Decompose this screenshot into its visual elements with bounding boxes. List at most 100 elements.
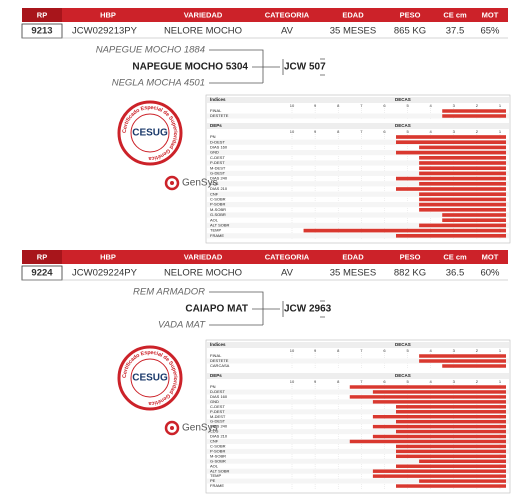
gensys-icon-dot (170, 426, 174, 430)
row-band (207, 170, 509, 176)
deca-bar (396, 484, 506, 488)
row-band (207, 358, 509, 364)
row-band (207, 399, 509, 405)
deca-bar (419, 192, 506, 197)
row-cell: AV (281, 268, 294, 279)
trait-label: G-DEST (210, 170, 226, 175)
trait-label: C-SOBR (210, 196, 226, 201)
deca-bar (419, 354, 506, 358)
header-bar (22, 8, 508, 22)
trait-label: PN (210, 384, 216, 389)
deca-tick-label: 4 (430, 103, 433, 108)
pedigree-sire-dam: NEGLA MOCHA 4501 (112, 78, 205, 89)
deca-bar (396, 187, 506, 191)
trait-label: DIAS 160 (210, 144, 228, 149)
deca-tick-label: 3 (453, 129, 456, 134)
rp-number: 9224 (31, 268, 53, 279)
header-cell: HBP (100, 252, 116, 261)
trait-label: M-DEST (210, 414, 226, 419)
trait-label: DIAS 210 (210, 434, 228, 439)
deca-tick-label: 8 (337, 379, 340, 384)
section-header (207, 373, 509, 379)
trait-label: C-DEST (210, 404, 225, 409)
header-bar (22, 250, 508, 264)
section-title: DEPs (210, 373, 222, 378)
header-cell: CE cm (443, 10, 467, 19)
pedigree-dam: JCW 2963 (284, 304, 332, 315)
pedigree-sire-sire: NAPEGUE MOCHO 1884 (96, 45, 205, 56)
row-band (207, 233, 509, 239)
deca-bar (396, 454, 506, 459)
deca-bar (442, 213, 506, 217)
deca-bar (419, 479, 506, 483)
trait-label: M-SOBR (210, 207, 226, 212)
header-cell: VARIEDAD (184, 10, 223, 19)
deca-tick-label: 4 (430, 129, 433, 134)
deca-tick-label: 7 (360, 103, 363, 108)
trait-label: CARCASA (210, 363, 230, 368)
row-cell: JCW029224PY (72, 268, 138, 279)
header-cell: RP (37, 10, 47, 19)
deca-tick-label: 9 (314, 103, 317, 108)
deca-bar (303, 228, 506, 233)
trait-label: GND (210, 399, 219, 404)
row-band (207, 419, 509, 425)
trait-label: P-SOBR (210, 202, 225, 207)
section-title: Índices (210, 340, 226, 347)
gensys-icon-dot (170, 181, 174, 185)
deca-bar (396, 150, 506, 155)
deca-tick-label: 6 (383, 379, 386, 384)
seal-name: CESUG (132, 128, 168, 139)
seal-inner (130, 358, 170, 398)
deca-tick-label: 1 (499, 103, 502, 108)
row-band (207, 409, 509, 415)
row-band (207, 181, 509, 187)
deca-bar (419, 197, 506, 202)
gensys-brand: GenSys (182, 423, 218, 434)
row-band (207, 222, 509, 228)
pedigree-sire: CAIAPO MAT (185, 304, 248, 315)
trait-label: DIAS 240 (210, 424, 228, 429)
cesug-seal: Certificado Especial de Superioridad Gen… (117, 345, 218, 436)
trait-label: CNF (210, 439, 219, 444)
deca-bar (396, 449, 506, 454)
deca-tick-label: 7 (360, 348, 363, 353)
row-cell: 35 MESES (330, 268, 376, 279)
trait-label: AOL (210, 463, 219, 468)
deca-bar (372, 474, 506, 478)
row-band (207, 150, 509, 156)
pedigree-dam: JCW 507 (284, 62, 326, 73)
deca-bar (396, 135, 506, 139)
trait-label: GND (210, 150, 219, 155)
deca-tick-label: 9 (314, 348, 317, 353)
trait-label: PN (210, 134, 216, 139)
row-cell: 36.5 (446, 268, 465, 279)
row-band (207, 212, 509, 218)
header-cell: PESO (400, 10, 421, 19)
trait-label: TEMP (210, 473, 221, 478)
header-cell: MOT (482, 252, 499, 261)
gensys-brand: GenSys (182, 178, 218, 189)
trait-label: ALT SOBR (210, 468, 230, 473)
trait-label: FRAME (210, 483, 224, 488)
section-header (207, 97, 509, 103)
trait-label: PE (210, 478, 216, 483)
section-header (207, 342, 509, 348)
gensys-icon (164, 420, 180, 436)
trait-label: CDS (210, 181, 219, 186)
trait-label: D-DEST (210, 389, 225, 394)
decas-title: DECAS (395, 123, 411, 128)
deca-bar (419, 359, 506, 363)
trait-label: G-SOBR (210, 212, 226, 217)
deca-tick-label: 4 (430, 348, 433, 353)
trait-label: C-DEST (210, 155, 225, 160)
trait-label: ALT SOBR (210, 222, 230, 227)
trait-label: G-SOBR (210, 458, 226, 463)
deca-bar (372, 469, 506, 473)
row-band (207, 429, 509, 435)
trait-label: DIAS 210 (210, 186, 228, 191)
row-cell: 37.5 (446, 26, 465, 37)
trait-label: CNF (210, 191, 219, 196)
row-band (207, 448, 509, 454)
deca-bar (396, 410, 506, 414)
